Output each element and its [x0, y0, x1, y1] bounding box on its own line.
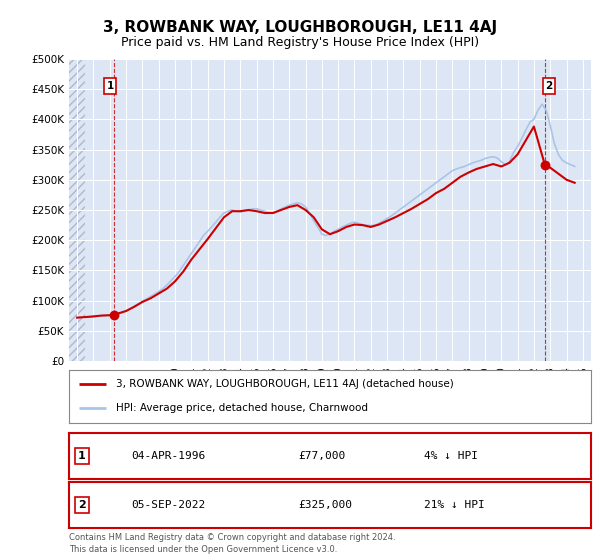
Text: 2: 2	[78, 500, 86, 510]
Point	[540, 160, 550, 169]
Text: 1: 1	[78, 451, 86, 461]
Text: 3, ROWBANK WAY, LOUGHBOROUGH, LE11 4AJ: 3, ROWBANK WAY, LOUGHBOROUGH, LE11 4AJ	[103, 20, 497, 35]
Text: £77,000: £77,000	[299, 451, 346, 461]
Text: 05-SEP-2022: 05-SEP-2022	[131, 500, 206, 510]
Text: 4% ↓ HPI: 4% ↓ HPI	[424, 451, 478, 461]
Text: HPI: Average price, detached house, Charnwood: HPI: Average price, detached house, Char…	[116, 403, 368, 413]
Text: 21% ↓ HPI: 21% ↓ HPI	[424, 500, 485, 510]
Text: 1: 1	[106, 81, 114, 91]
Text: Price paid vs. HM Land Registry's House Price Index (HPI): Price paid vs. HM Land Registry's House …	[121, 36, 479, 49]
Text: 04-APR-1996: 04-APR-1996	[131, 451, 206, 461]
Text: 3, ROWBANK WAY, LOUGHBOROUGH, LE11 4AJ (detached house): 3, ROWBANK WAY, LOUGHBOROUGH, LE11 4AJ (…	[116, 379, 454, 389]
Text: Contains HM Land Registry data © Crown copyright and database right 2024.
This d: Contains HM Land Registry data © Crown c…	[69, 533, 395, 554]
Point	[109, 310, 119, 319]
Text: £325,000: £325,000	[299, 500, 353, 510]
Text: 2: 2	[545, 81, 553, 91]
